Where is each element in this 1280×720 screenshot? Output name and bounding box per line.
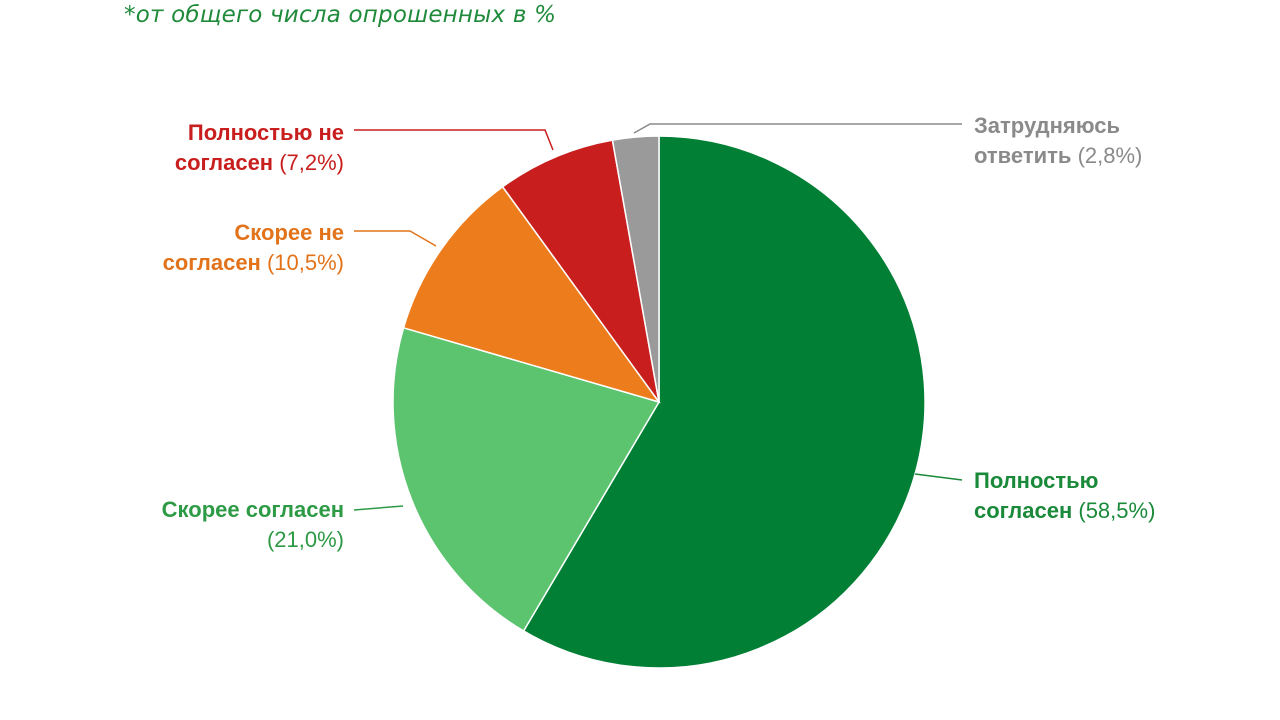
pie-slice xyxy=(392,326,661,632)
pie-slice xyxy=(611,135,660,403)
chart-note: *от общего числа опрошенных в % xyxy=(124,2,557,28)
slice-label-pct: (7,2%) xyxy=(279,150,344,175)
slice-label: Полностью согласен (58,5%) xyxy=(974,468,1155,523)
pie-slices xyxy=(392,135,926,669)
slice-label: Скорее согласен (21,0%) xyxy=(162,497,344,552)
slice-label: Затрудняюсь ответить (2,8%) xyxy=(974,113,1142,168)
leader-line xyxy=(633,123,962,134)
slice-label-name-2: согласен xyxy=(175,150,279,175)
slice-label-pct: (58,5%) xyxy=(1078,498,1155,523)
slice-labels: Полностью согласен (58,5%) Скорее согласен… xyxy=(162,113,1156,552)
leader-line xyxy=(354,129,554,151)
slice-label-name: Скорее согласен xyxy=(162,497,344,522)
pie-slice xyxy=(402,185,661,404)
slice-label-name: Скорее не xyxy=(234,220,344,245)
slice-label-name: Полностью не xyxy=(188,120,344,145)
slice-label-name: Полностью xyxy=(974,468,1098,493)
pie-slice xyxy=(501,139,660,403)
slice-label-name: Затрудняюсь xyxy=(974,113,1120,138)
slice-label-pct: (10,5%) xyxy=(267,250,344,275)
slice-label-pct: (2,8%) xyxy=(1078,143,1143,168)
leader-line xyxy=(914,473,963,481)
leader-line xyxy=(354,230,437,247)
slice-label-name-2: ответить xyxy=(974,143,1078,168)
slice-label: Полностью не согласен (7,2%) xyxy=(175,120,344,175)
pie-slice xyxy=(522,135,926,669)
slice-label: Скорее не согласен (10,5%) xyxy=(163,220,344,275)
slice-label-name-2: согласен xyxy=(974,498,1078,523)
slice-label-name-2: согласен xyxy=(163,250,267,275)
leader-line xyxy=(353,505,404,511)
leader-lines xyxy=(353,123,963,511)
slice-label-pct: (21,0%) xyxy=(267,527,344,552)
